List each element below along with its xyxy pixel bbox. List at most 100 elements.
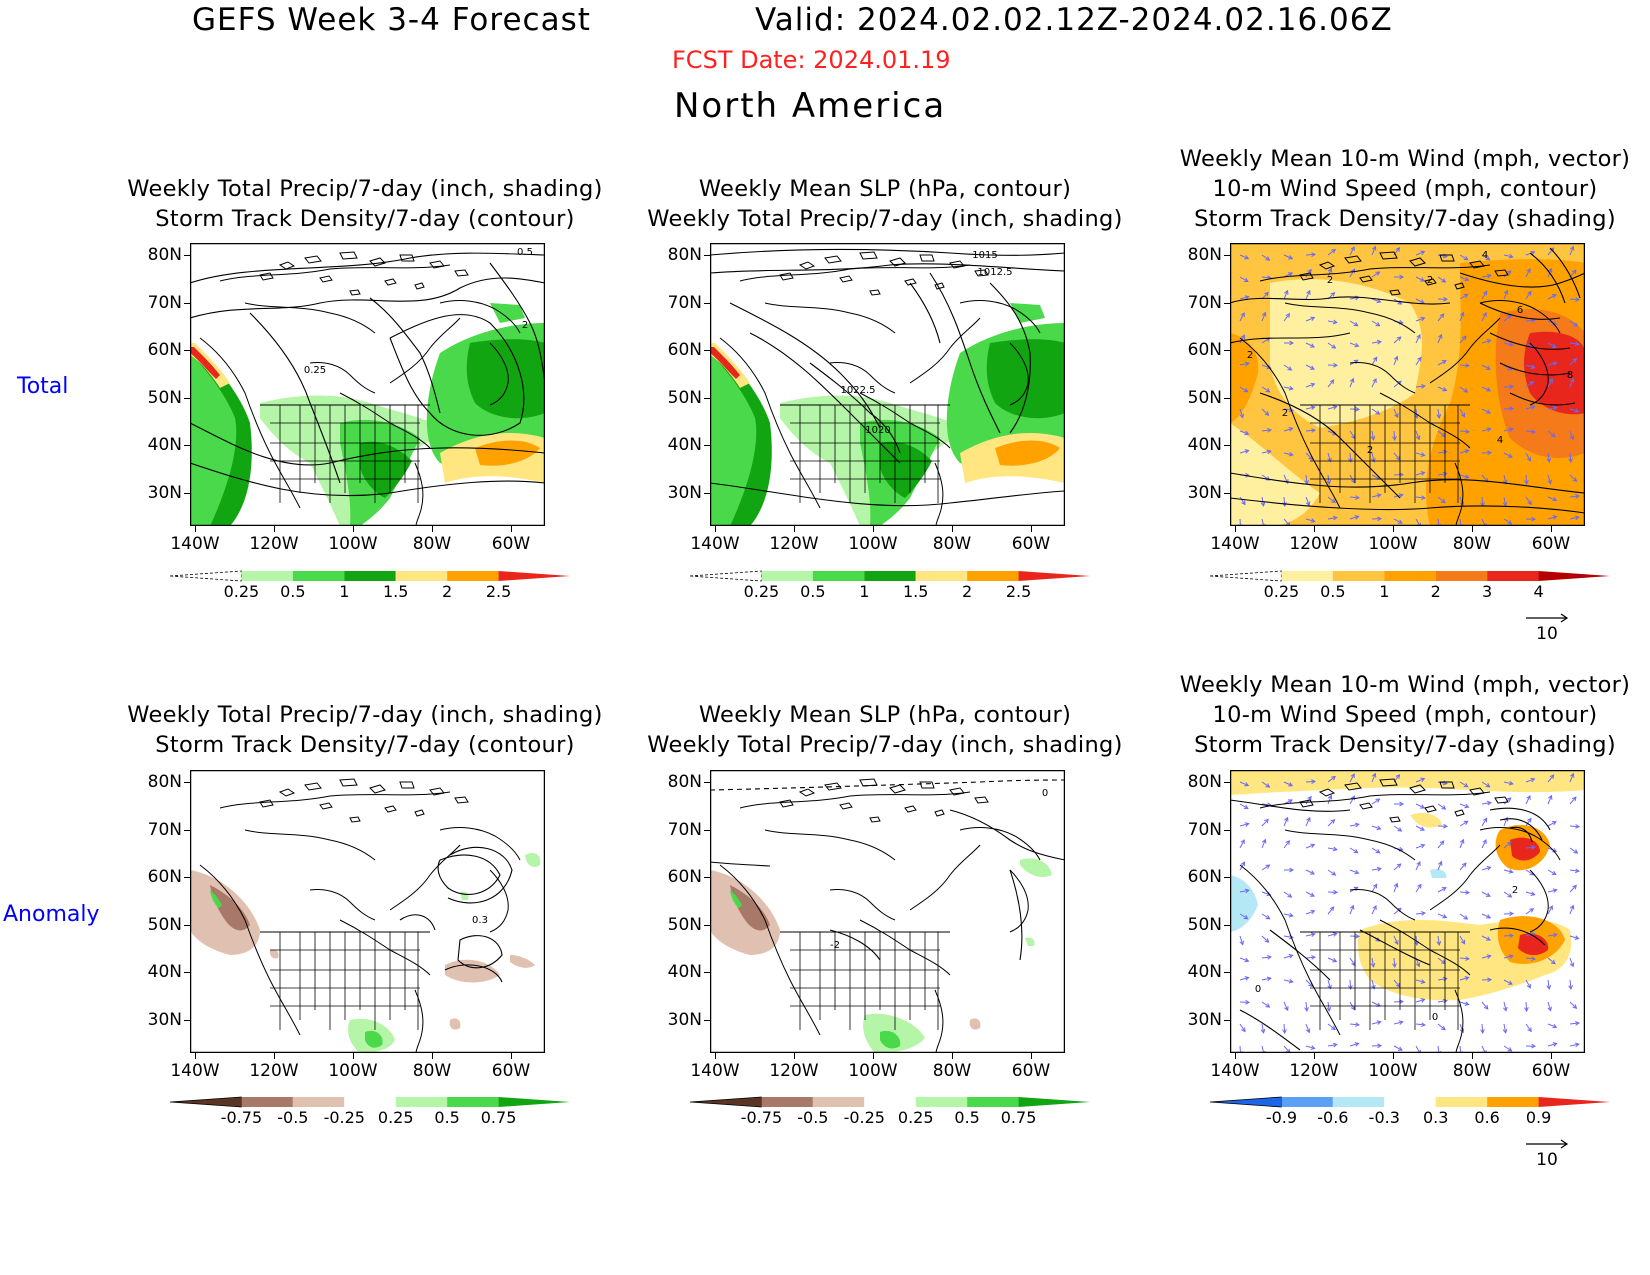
colorbar-label: 0.9 <box>1525 1108 1552 1127</box>
shading-layer <box>710 303 1065 526</box>
lat-tick <box>1224 302 1230 304</box>
panel-title-line: Weekly Mean 10-m Wind (mph, vector) <box>1179 146 1631 172</box>
lat-tick <box>184 302 190 304</box>
shading-layer <box>710 858 1052 1053</box>
contour-label: 2 <box>1512 885 1518 896</box>
lat-tick <box>184 972 190 973</box>
lon-tick <box>1551 526 1552 532</box>
lat-tick <box>1224 829 1230 831</box>
panel-title-line: Weekly Total Precip/7-day (inch, shading… <box>647 206 1123 232</box>
coastlines <box>719 778 1041 1053</box>
latitude-label: 50N <box>667 387 702 408</box>
lat-tick <box>1224 492 1230 494</box>
latitude-label: 40N <box>147 435 182 455</box>
vector-reference-arrow <box>1526 613 1569 623</box>
latitude-label: 30N <box>1187 1009 1222 1030</box>
longitude-label: 60W <box>1011 534 1051 554</box>
lat-tick <box>1224 397 1230 399</box>
contour-label: 1015 <box>972 250 997 261</box>
longitude-label: 140W <box>170 534 220 554</box>
colorbar-label: 0.25 <box>223 582 260 601</box>
longitude-label: 100W <box>848 534 898 554</box>
lat-tick <box>184 255 190 256</box>
shading-layer <box>190 853 541 1053</box>
row-label-total: Total <box>17 374 69 399</box>
lon-tick <box>195 526 196 532</box>
lon-tick <box>274 526 275 532</box>
wind-vectors <box>1238 245 1581 526</box>
contour-lines <box>1230 799 1551 1051</box>
latitude-label: 40N <box>667 435 702 455</box>
longitude-label: 80W <box>412 1061 452 1081</box>
latitude-label: 70N <box>147 819 182 840</box>
colorbar-label: 0.6 <box>1474 1108 1500 1127</box>
lon-tick <box>1551 1053 1552 1059</box>
longitude-label: 100W <box>328 1061 378 1081</box>
lat-tick <box>1224 255 1230 256</box>
lat-tick <box>184 492 190 494</box>
contour-label: 0.5 <box>517 247 533 258</box>
colorbar-label: -0.75 <box>740 1108 783 1127</box>
contour-label: -2 <box>830 940 840 951</box>
latitude-label: 50N <box>147 387 182 408</box>
longitude-label: 60W <box>1011 1061 1051 1081</box>
colorbar-label: -0.5 <box>277 1108 309 1127</box>
latitude-label: 70N <box>147 292 182 313</box>
colorbar-label: -0.25 <box>843 1108 885 1127</box>
longitude-label: 100W <box>848 1061 898 1081</box>
colorbar-label: 2 <box>442 582 453 601</box>
longitude-label: 60W <box>491 534 531 554</box>
map-canvas: 0.3 <box>190 770 545 1053</box>
contour-lines <box>399 846 513 983</box>
longitude-label: 120W <box>1289 534 1339 554</box>
contour-label: 0.3 <box>472 915 488 926</box>
lon-tick <box>1235 526 1236 532</box>
panel-title-line: Weekly Mean 10-m Wind (mph, vector) <box>1179 672 1631 698</box>
lat-tick <box>184 1019 190 1021</box>
lon-tick <box>715 526 716 532</box>
colorbar <box>690 1096 1090 1108</box>
panel-title-line: Storm Track Density/7-day (contour) <box>155 206 575 232</box>
colorbar-label: 1 <box>859 582 870 601</box>
latitude-label: 60N <box>1187 867 1222 887</box>
lon-tick <box>1314 1053 1315 1059</box>
colorbar-label: -0.6 <box>1317 1108 1349 1127</box>
lat-tick <box>704 972 710 973</box>
lat-tick <box>704 445 710 446</box>
contour-label: 4 <box>1497 435 1503 446</box>
longitude-label: 80W <box>412 534 452 554</box>
coastlines <box>199 251 521 526</box>
contour-label: 0 <box>1042 788 1048 799</box>
latitude-label: 70N <box>1187 292 1222 313</box>
longitude-label: 80W <box>932 1061 972 1081</box>
shading-layer <box>1230 770 1585 1001</box>
lon-tick <box>1031 1053 1032 1059</box>
colorbar-label: 0.25 <box>1263 582 1300 601</box>
lat-tick <box>704 302 710 304</box>
panel-title-line: Weekly Mean SLP (hPa, contour) <box>698 702 1072 728</box>
lat-tick <box>1224 1019 1230 1021</box>
colorbar-label: 1 <box>339 582 350 601</box>
contour-label: 4 <box>1482 250 1488 261</box>
lat-tick <box>184 877 190 878</box>
panel-title-line: 10-m Wind Speed (mph, contour) <box>1212 176 1598 202</box>
shading-layer <box>190 303 545 526</box>
latitude-label: 60N <box>667 340 702 360</box>
latitude-label: 80N <box>1187 245 1222 265</box>
lon-tick <box>794 526 795 532</box>
map-canvas: 2 0 0 <box>1230 770 1585 1053</box>
colorbar-label: 1 <box>1379 582 1390 601</box>
contour-label: 2 <box>522 320 528 331</box>
longitude-label: 80W <box>1452 1061 1492 1081</box>
lon-tick <box>873 526 874 532</box>
colorbar-label: 0.75 <box>480 1108 517 1127</box>
lon-tick <box>1393 1053 1394 1059</box>
latitude-label: 80N <box>147 245 182 265</box>
longitude-label: 100W <box>328 534 378 554</box>
wind-vectors <box>1238 772 1581 1053</box>
lon-tick <box>715 1053 716 1059</box>
longitude-label: 120W <box>769 534 819 554</box>
latitude-label: 50N <box>1187 914 1222 935</box>
map-panel: 4 2 6 2 8 2 2 2 4 <box>1230 243 1585 526</box>
lon-tick <box>952 526 953 532</box>
